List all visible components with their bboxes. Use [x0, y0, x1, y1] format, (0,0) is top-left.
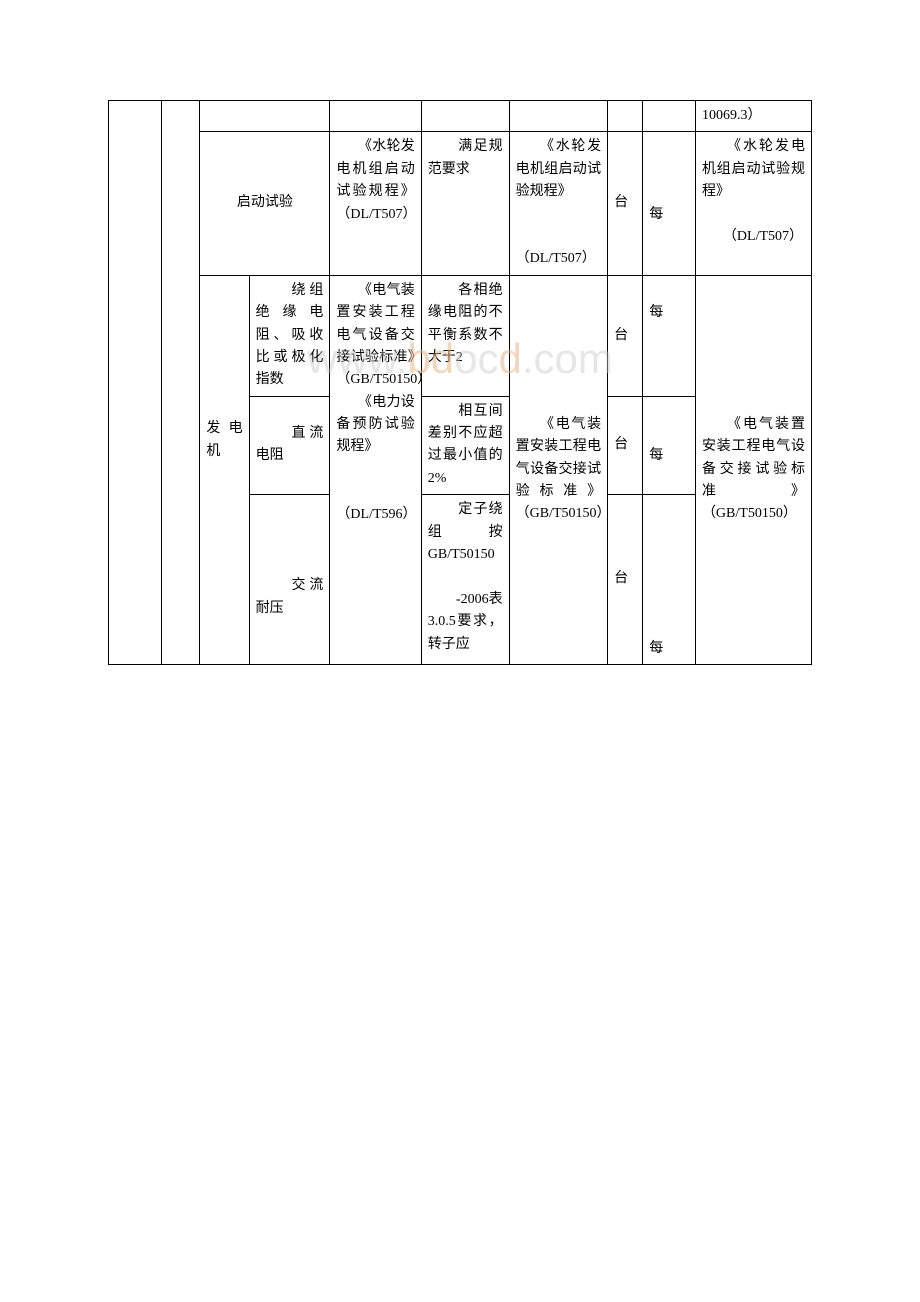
- cell-imbalance: 各相绝缘电阻的不平衡系数不大于2: [421, 275, 509, 396]
- cell-diff-2percent: 相互间差别不应超过最小值的2%: [421, 396, 509, 495]
- cell-col2: [161, 101, 200, 665]
- cell-col8: [608, 101, 643, 132]
- cell-frequency: 每: [643, 495, 696, 665]
- cell-reference: 《水轮发电机组启动试验规程》 （DL/T507）: [509, 132, 607, 275]
- cell-standards-combined: 《电气装置安装工程电气设备交接试验标准》（GB/T50150） 《电力设备预防试…: [330, 275, 421, 664]
- cell-dc-resistance: 直流电阻: [249, 396, 330, 495]
- cell-gb-standard: 《电气装置安装工程电气设备交接试验标准》（GB/T50150）: [509, 275, 607, 664]
- cell-col9: [643, 101, 696, 132]
- cell-stator-req: 定子绕组按GB/T50150 -2006表3.0.5要求，转子应: [421, 495, 509, 665]
- cell-standard: 《水轮发电机组启动试验规程》（DL/T507）: [330, 132, 421, 275]
- cell-unit: 台: [608, 132, 643, 275]
- cell-frequency: 每: [643, 132, 696, 275]
- table-row: 发电机 绕组绝缘电阻、吸收比或极化指数 《电气装置安装工程电气设备交接试验标准》…: [109, 275, 812, 396]
- cell-col1: [109, 101, 162, 665]
- table-container: www.bdocd.com 10069.3）: [108, 100, 812, 665]
- cell-unit: 台: [608, 396, 643, 495]
- cell-unit: 台: [608, 495, 643, 665]
- cell-frequency: 每: [643, 396, 696, 495]
- cell-standard-ref: 《水轮发电机组启动试验规程》 （DL/T507）: [695, 132, 811, 275]
- cell-std-b: 《电力设备预防试验规程》 （DL/T596）: [336, 395, 416, 522]
- cell-gb-ref: 《电气装置安装工程电气设备交接试验标准》（GB/T50150）: [695, 275, 811, 664]
- cell-col3-4: [200, 101, 330, 132]
- cell-col7: [509, 101, 607, 132]
- cell-startup-test: 启动试验: [200, 132, 330, 275]
- table-row: 启动试验 《水轮发电机组启动试验规程》（DL/T507） 满足规范要求 《水轮发…: [109, 132, 812, 275]
- data-table: 10069.3） 启动试验 《水轮发电机组启动试验规程》（DL/T507） 满足…: [108, 100, 812, 665]
- cell-frequency: 每: [643, 275, 696, 396]
- cell-col10: 10069.3）: [695, 101, 811, 132]
- cell-requirement: 满足规范要求: [421, 132, 509, 275]
- cell-std-a: 《电气装置安装工程电气设备交接试验标准》（GB/T50150）: [336, 283, 431, 388]
- cell-ac-withstand: 交流耐压: [249, 495, 330, 665]
- table-row: 10069.3）: [109, 101, 812, 132]
- cell-generator: 发电机: [200, 275, 249, 664]
- cell-unit: 台: [608, 275, 643, 396]
- cell-col6: [421, 101, 509, 132]
- cell-col5: [330, 101, 421, 132]
- cell-winding-insulation: 绕组绝缘电阻、吸收比或极化指数: [249, 275, 330, 396]
